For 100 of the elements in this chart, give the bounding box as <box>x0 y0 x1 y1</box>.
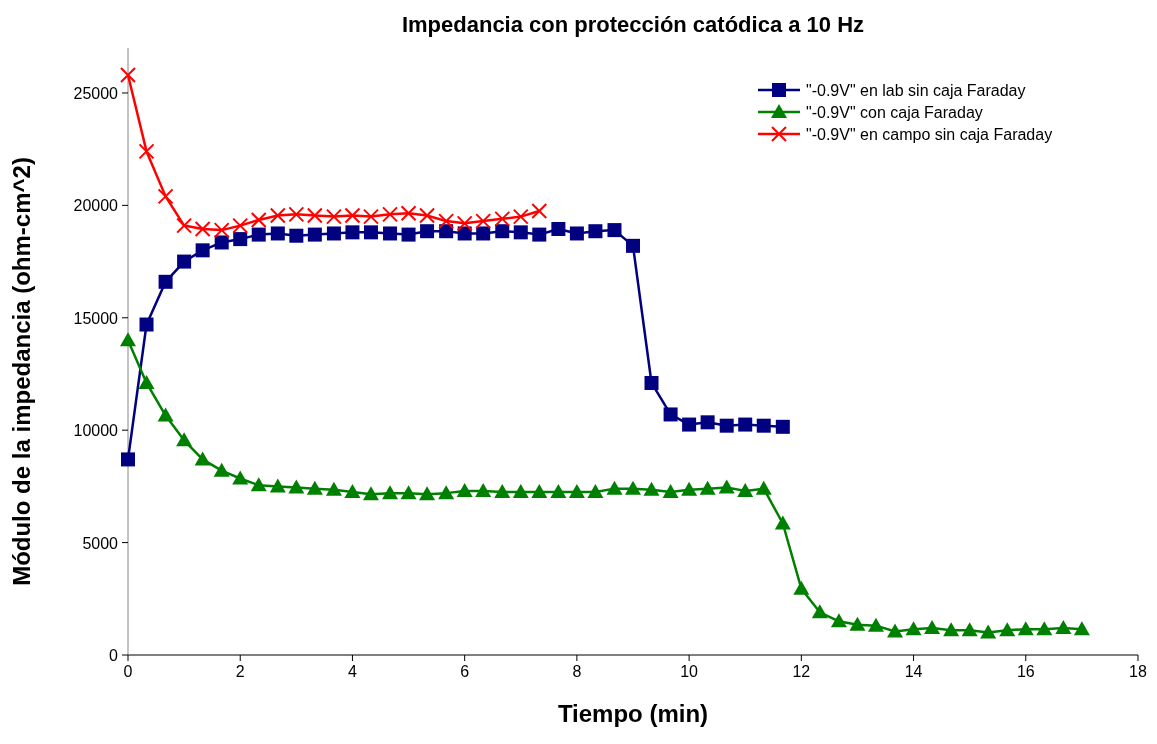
point <box>999 622 1016 637</box>
point <box>325 208 342 225</box>
point <box>251 227 266 242</box>
point <box>194 220 211 237</box>
point <box>738 417 753 432</box>
y-tick-label: 25000 <box>73 84 119 102</box>
point <box>718 479 735 494</box>
y-tick-label: 5000 <box>82 534 119 552</box>
point <box>532 227 547 242</box>
point <box>643 481 660 496</box>
x-tick-label: 18 <box>1129 663 1147 680</box>
point <box>980 624 997 639</box>
y-tick-label: 10000 <box>73 422 119 440</box>
point <box>681 481 698 496</box>
point <box>288 479 305 494</box>
chart-title: Impedancia con protección catódica a 10 Hz <box>401 12 865 37</box>
point <box>138 143 155 160</box>
point <box>120 332 136 347</box>
point <box>625 480 641 495</box>
point <box>550 484 567 499</box>
point <box>475 482 492 497</box>
point <box>420 224 435 239</box>
point <box>456 482 473 497</box>
point <box>176 217 193 234</box>
point <box>551 221 566 236</box>
point <box>325 481 342 496</box>
point <box>176 432 193 447</box>
point <box>194 451 211 466</box>
point <box>344 484 361 499</box>
point <box>177 254 192 269</box>
point <box>774 515 791 530</box>
point <box>401 227 416 242</box>
point <box>289 228 304 243</box>
point <box>400 485 417 500</box>
point <box>755 480 772 495</box>
point <box>626 238 640 253</box>
point <box>438 485 455 500</box>
point <box>250 211 267 228</box>
point <box>494 484 511 499</box>
point <box>250 477 267 492</box>
point <box>682 417 697 432</box>
x-tick-label: 6 <box>460 663 470 680</box>
x-tick-label: 8 <box>572 663 582 680</box>
point <box>793 580 810 595</box>
point <box>867 617 884 632</box>
point <box>756 418 771 433</box>
point <box>568 484 585 499</box>
point <box>120 66 136 83</box>
point <box>213 462 230 477</box>
x-tick-label: 0 <box>123 663 133 680</box>
point <box>830 613 847 628</box>
point <box>588 224 603 239</box>
x-tick-label: 4 <box>347 663 357 680</box>
point <box>363 225 378 240</box>
legend-label: "-0.9V" en campo sin caja Faraday <box>806 126 1053 143</box>
point <box>849 616 866 631</box>
point <box>775 419 790 434</box>
point <box>811 604 828 619</box>
point <box>232 470 249 485</box>
point <box>905 621 922 636</box>
point <box>344 207 361 224</box>
point <box>139 317 154 332</box>
point <box>1036 621 1053 636</box>
point <box>195 243 210 258</box>
point <box>158 274 173 289</box>
point <box>494 210 511 227</box>
point <box>456 215 473 232</box>
point <box>961 622 978 637</box>
point <box>495 224 510 239</box>
point <box>288 206 305 223</box>
x-tick-label: 16 <box>1016 663 1035 680</box>
point <box>700 415 715 430</box>
point <box>512 208 529 225</box>
point <box>662 484 679 499</box>
point <box>233 232 248 247</box>
point <box>587 484 604 499</box>
point <box>737 482 754 497</box>
point <box>1055 620 1072 635</box>
point <box>607 223 622 238</box>
point <box>269 478 286 493</box>
y-tick-label: 0 <box>109 647 119 664</box>
point <box>943 622 960 637</box>
point <box>531 202 548 219</box>
point <box>270 226 285 241</box>
point <box>326 226 341 241</box>
point <box>512 484 529 499</box>
legend-label: "-0.9V" con caja Faraday <box>806 104 983 121</box>
point <box>306 480 323 495</box>
point <box>438 213 455 230</box>
y-axis-title: Módulo de la impedancia (ohm-cm^2) <box>8 157 35 586</box>
y-tick-label: 20000 <box>73 197 119 215</box>
x-axis-title: Tiempo (min) <box>557 700 709 727</box>
point <box>419 486 436 501</box>
point <box>400 205 417 222</box>
point <box>269 207 286 224</box>
point <box>306 207 323 224</box>
point <box>382 206 399 223</box>
point <box>887 623 904 638</box>
point <box>663 407 678 422</box>
point <box>121 452 135 467</box>
